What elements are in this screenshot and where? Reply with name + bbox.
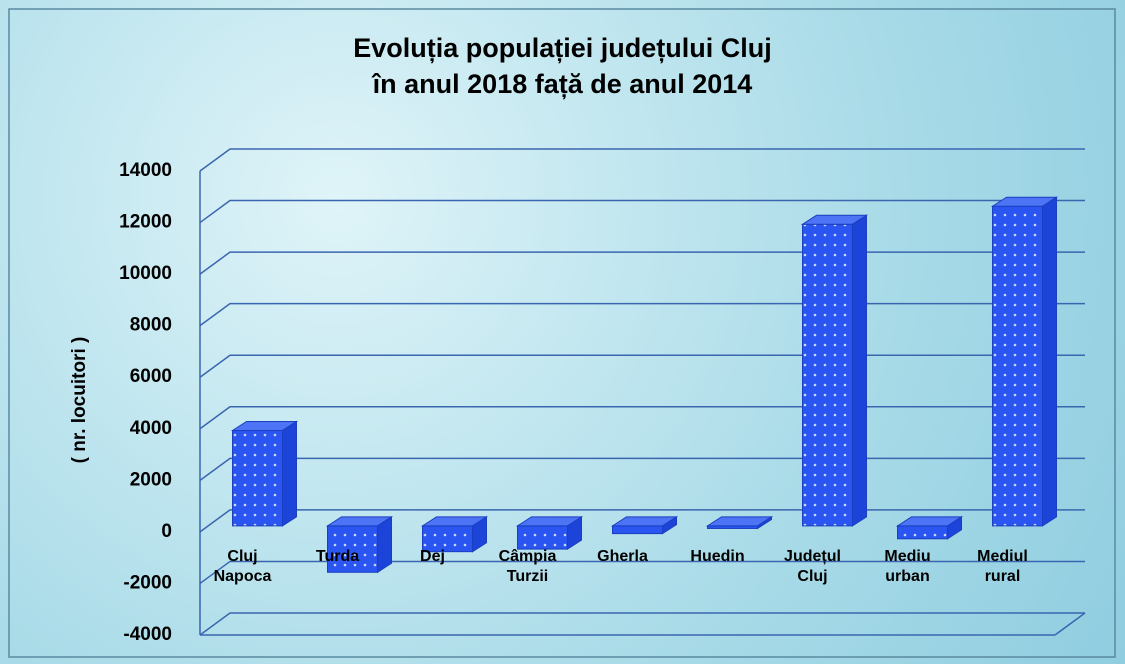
- bar: [610, 515, 679, 535]
- x-tick-label: Mediu urban: [884, 547, 931, 585]
- bar: [325, 515, 394, 574]
- bar-side: [662, 515, 677, 535]
- bar-front: [897, 525, 948, 540]
- floor-right: [1054, 612, 1086, 636]
- y-tick-label: -4000: [123, 624, 172, 645]
- y-tick-label: 12000: [119, 212, 172, 233]
- bar-side: [852, 214, 867, 527]
- y-tick-label: 0: [161, 521, 172, 542]
- y-tick-label: -2000: [123, 572, 172, 593]
- bar-side: [947, 515, 962, 540]
- x-tick-label: Turda: [315, 547, 360, 565]
- bar: [420, 515, 489, 553]
- bar: [230, 420, 299, 527]
- bar: [515, 515, 584, 551]
- grid-line: [199, 509, 1085, 533]
- grid-line: [199, 457, 1085, 481]
- bar-side: [567, 515, 582, 551]
- x-tick-label: Mediul rural: [977, 547, 1028, 585]
- x-tick-label: Câmpia Turzii: [498, 547, 557, 585]
- x-tick-label: Dej: [420, 547, 445, 565]
- grid-line: [199, 354, 1085, 378]
- bar-front: [517, 525, 568, 550]
- bar-side: [282, 420, 297, 527]
- x-tick-label: Huedin: [690, 547, 745, 565]
- frame: [8, 8, 1116, 658]
- bar: [705, 515, 774, 530]
- y-tick-label: 4000: [130, 418, 172, 439]
- grid-line: [199, 302, 1085, 327]
- grid-line: [199, 251, 1085, 275]
- bar-side: [1042, 196, 1057, 527]
- x-tick-label: Județul Cluj: [784, 547, 841, 585]
- grid-line: [199, 199, 1085, 224]
- chart-title: Evoluția populației județului Cluj în an…: [353, 33, 772, 99]
- bar-side: [472, 515, 487, 553]
- bar-front: [612, 525, 663, 535]
- y-tick-label: 6000: [130, 366, 172, 387]
- grid-line: [199, 612, 1085, 636]
- x-tick-label: Gherla: [597, 547, 648, 565]
- bar: [895, 515, 964, 540]
- bar-side: [757, 515, 772, 530]
- y-tick-label: 2000: [130, 469, 172, 490]
- bar-front: [422, 525, 473, 553]
- bar: [990, 196, 1059, 527]
- y-tick-label: 14000: [119, 160, 172, 181]
- grid-line: [199, 406, 1085, 430]
- bar-side: [377, 515, 392, 574]
- y-tick-label: 10000: [119, 263, 172, 284]
- bar: [800, 214, 869, 527]
- bar-front: [232, 430, 283, 527]
- grid-line: [199, 560, 1085, 585]
- x-tick-label: Cluj Napoca: [213, 547, 272, 585]
- bar-front: [802, 223, 853, 527]
- y-axis-label: ( nr. locuitori ): [69, 337, 90, 464]
- grid-line: [199, 148, 1085, 172]
- y-tick-label: 8000: [130, 315, 172, 336]
- bar-front: [992, 205, 1043, 527]
